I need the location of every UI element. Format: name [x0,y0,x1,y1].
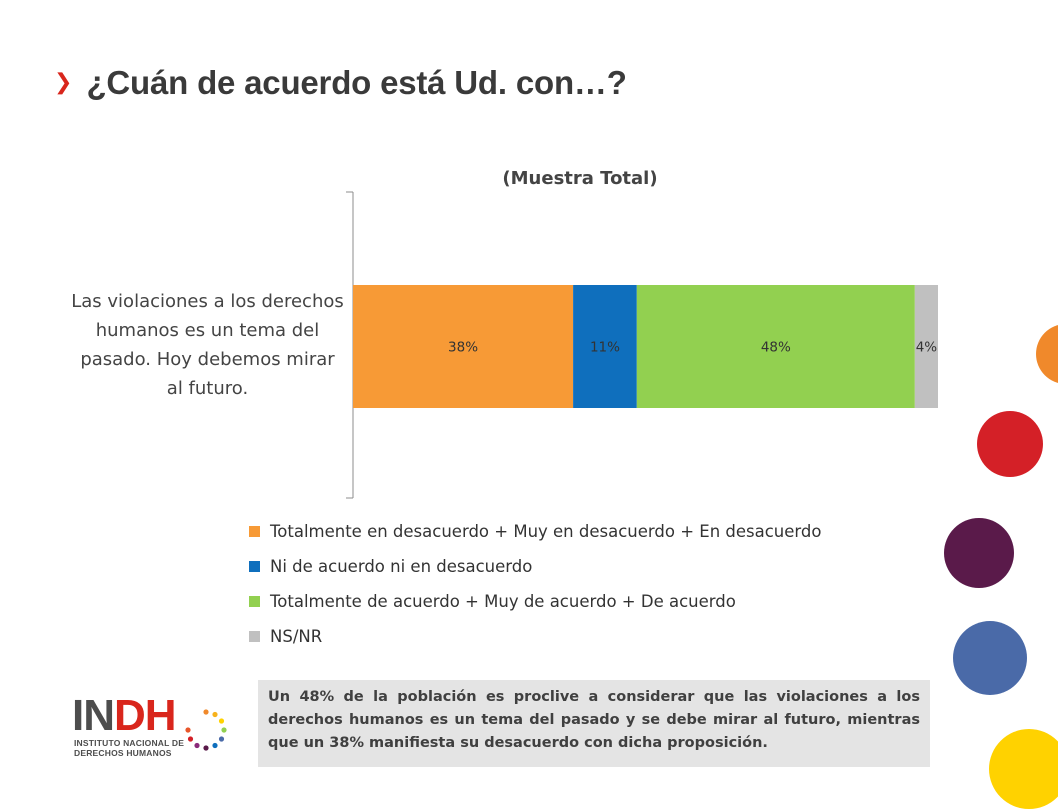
legend-item: Ni de acuerdo ni en desacuerdo [249,549,821,584]
decorative-circle-red [977,411,1043,477]
chart-title: (Muestra Total) [502,168,658,189]
decorative-circle-blue [953,621,1027,695]
legend-label: Totalmente de acuerdo + Muy de acuerdo +… [270,592,736,611]
data-label: 38% [448,340,478,356]
legend-label: Ni de acuerdo ni en desacuerdo [270,557,533,576]
data-label: 48% [761,340,791,356]
legend-item: NS/NR [249,619,821,654]
legend-swatch [249,596,260,607]
summary-note: Un 48% de la población es proclive a con… [258,680,930,767]
bar-segment [573,285,637,408]
legend-item: Totalmente de acuerdo + Muy de acuerdo +… [249,584,821,619]
category-label: Las violaciones a los derechos humanos e… [71,291,344,399]
chevron-right-icon: ❯ [54,70,73,95]
logo-subtitle: INSTITUTO NACIONAL DE DERECHOS HUMANOS [74,738,185,758]
legend-swatch [249,631,260,642]
decorative-circle-orange [1036,324,1058,384]
legend-label: Totalmente en desacuerdo + Muy en desacu… [270,522,822,541]
page-header: ❯ ¿Cuán de acuerdo está Ud. con…? [54,64,627,102]
legend-swatch [249,526,260,537]
legend-item: Totalmente en desacuerdo + Muy en desacu… [249,514,821,549]
indh-logo: INDH INSTITUTO NACIONAL DE DERECHOS HUMA… [72,694,232,758]
legend-label: NS/NR [270,627,323,646]
data-label: 11% [590,340,620,356]
decorative-circle-yellow [989,729,1058,809]
decorative-circle-purple [944,518,1014,588]
bar-segment [353,285,574,408]
page-title: ¿Cuán de acuerdo está Ud. con…? [86,64,627,101]
logo-dots-ring-icon [185,709,227,751]
logo-wordmark: INDH [72,691,177,740]
bar-segment [636,285,915,408]
legend-swatch [249,561,260,572]
bar-segment [914,285,938,408]
chart-legend: Totalmente en desacuerdo + Muy en desacu… [249,514,821,654]
data-label: 4% [916,340,938,356]
